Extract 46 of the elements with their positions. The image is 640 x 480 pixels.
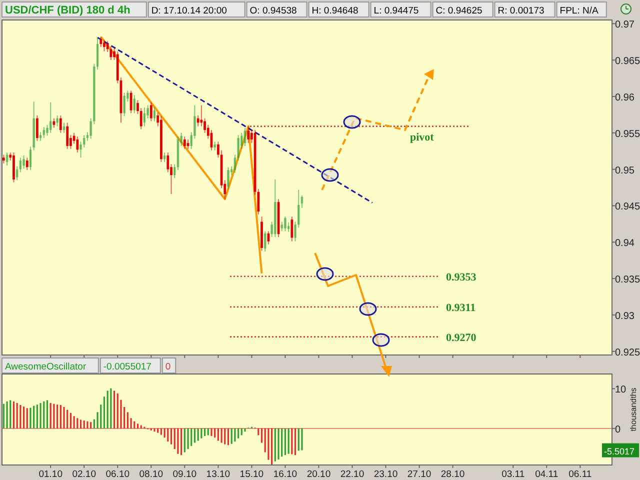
text: FPL: N/A <box>560 6 599 16</box>
x-tick-label: 16.10 <box>273 469 298 480</box>
ref-line-label: 0.9353 <box>446 271 477 284</box>
y-tick-label: 0.925 <box>615 347 640 358</box>
chart-title: USD/CHF (BID) 180 d 4h <box>5 4 131 16</box>
text: 0 <box>165 362 171 372</box>
y-tick-label: 0.95 <box>615 165 635 176</box>
text: O: 0.94538 <box>250 6 297 16</box>
y-tick-label: 0.955 <box>615 128 640 140</box>
y-tick-label: 0.945 <box>615 202 640 213</box>
text: R: 0.00173 <box>498 6 544 16</box>
text: AwesomeOscillator <box>5 362 86 372</box>
ref-line-label: 0.9270 <box>446 332 477 344</box>
x-tick-label: 06.11 <box>568 469 592 480</box>
text: D: 17.10.14 20:00 <box>151 6 227 16</box>
x-tick-label: 23.10 <box>374 469 398 480</box>
x-tick-label: 02.10 <box>72 469 96 480</box>
y-tick-label: 0 <box>615 424 621 436</box>
x-tick-label: 28.10 <box>440 469 465 480</box>
x-tick-label: 09.10 <box>172 469 197 480</box>
x-tick-label: 27.10 <box>407 469 432 480</box>
text: L: 0.94475 <box>374 6 419 16</box>
y-axis-title: thousandths <box>629 388 638 432</box>
text: H: 0.94648 <box>312 6 358 16</box>
y-tick-label: 0.935 <box>615 274 640 286</box>
x-tick-label: 03.11 <box>502 469 525 480</box>
y-tick-label: 0.965 <box>615 56 640 68</box>
x-tick-label: 08.10 <box>139 469 164 480</box>
x-tick-label: 04.11 <box>535 469 558 480</box>
ref-line-label: pivot <box>410 131 434 144</box>
text: -0.0055017 <box>103 362 152 372</box>
x-tick-label: 13.10 <box>206 469 230 480</box>
y-tick-label: 0.97 <box>615 20 635 31</box>
y-tick-label: 10 <box>615 384 627 396</box>
x-tick-label: 22.10 <box>340 469 364 480</box>
x-tick-label: 06.10 <box>106 469 130 480</box>
annotation: -5.5017 <box>604 446 635 456</box>
x-tick-label: 20.10 <box>306 469 331 480</box>
y-tick-label: 0.96 <box>615 92 635 104</box>
ref-line-label: 0.9311 <box>446 302 476 314</box>
y-tick-label: 0.94 <box>615 238 635 250</box>
x-tick-label: 15.10 <box>240 469 264 480</box>
text: C: 0.94625 <box>436 6 482 16</box>
y-tick-label: 0.93 <box>615 310 635 322</box>
line-series <box>100 36 263 274</box>
x-tick-label: 01.10 <box>38 469 62 480</box>
